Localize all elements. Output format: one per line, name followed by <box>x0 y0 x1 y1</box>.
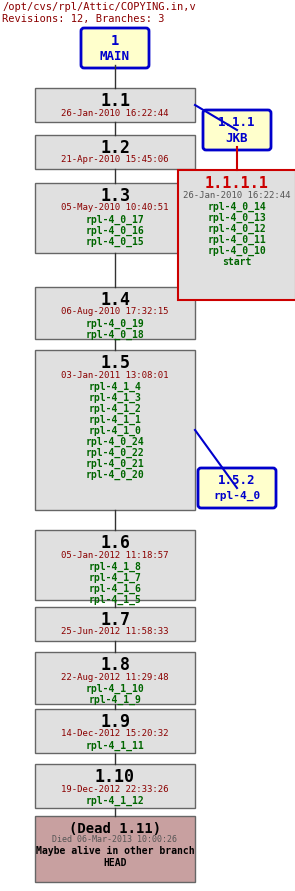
Text: rpl-4_1_9: rpl-4_1_9 <box>88 695 141 705</box>
Text: MAIN: MAIN <box>100 50 130 62</box>
Text: rpl-4_1_8: rpl-4_1_8 <box>88 562 141 572</box>
Text: 05-Jan-2012 11:18:57: 05-Jan-2012 11:18:57 <box>61 551 169 560</box>
Text: rpl-4_0_13: rpl-4_0_13 <box>208 213 266 223</box>
Text: 1.2: 1.2 <box>100 139 130 157</box>
Bar <box>35 135 195 169</box>
Text: rpl-4_0_18: rpl-4_0_18 <box>86 330 144 340</box>
Text: HEAD: HEAD <box>103 858 127 868</box>
Text: rpl-4_0_15: rpl-4_0_15 <box>86 237 144 247</box>
Text: 14-Dec-2012 15:20:32: 14-Dec-2012 15:20:32 <box>61 730 169 739</box>
Text: rpl-4_1_11: rpl-4_1_11 <box>86 741 144 751</box>
Bar <box>35 287 195 339</box>
Bar <box>35 350 195 510</box>
Text: rpl-4_1_12: rpl-4_1_12 <box>86 796 144 806</box>
Text: rpl-4_0_16: rpl-4_0_16 <box>86 226 144 236</box>
Text: 1.3: 1.3 <box>100 187 130 205</box>
Text: JKB: JKB <box>226 132 248 144</box>
FancyBboxPatch shape <box>81 28 149 68</box>
Text: 1.5.2: 1.5.2 <box>218 475 256 487</box>
Text: 1.5: 1.5 <box>100 354 130 372</box>
FancyBboxPatch shape <box>198 468 276 508</box>
Text: 05-May-2010 10:40:51: 05-May-2010 10:40:51 <box>61 203 169 212</box>
Text: rpl-4_0_19: rpl-4_0_19 <box>86 319 144 329</box>
Text: 26-Jan-2010 16:22:44: 26-Jan-2010 16:22:44 <box>61 109 169 118</box>
Text: 03-Jan-2011 13:08:01: 03-Jan-2011 13:08:01 <box>61 371 169 380</box>
Text: 25-Jun-2012 11:58:33: 25-Jun-2012 11:58:33 <box>61 627 169 636</box>
Bar <box>35 816 195 882</box>
FancyBboxPatch shape <box>203 110 271 150</box>
Bar <box>35 183 195 253</box>
Bar <box>35 88 195 122</box>
Text: rpl-4_0_21: rpl-4_0_21 <box>86 459 144 469</box>
Text: rpl-4_1_0: rpl-4_1_0 <box>88 426 141 436</box>
Text: (Dead 1.11): (Dead 1.11) <box>69 822 161 836</box>
Text: 1.7: 1.7 <box>100 611 130 629</box>
Text: Revisions: 12, Branches: 3: Revisions: 12, Branches: 3 <box>2 14 165 24</box>
Text: rpl-4_0_20: rpl-4_0_20 <box>86 470 144 480</box>
Text: 22-Aug-2012 11:29:48: 22-Aug-2012 11:29:48 <box>61 673 169 682</box>
Text: rpl-4_0_10: rpl-4_0_10 <box>208 246 266 256</box>
Text: rpl-4_1_1: rpl-4_1_1 <box>88 415 141 425</box>
Text: rpl-4_0_12: rpl-4_0_12 <box>208 224 266 234</box>
Text: rpl-4_0_14: rpl-4_0_14 <box>208 202 266 212</box>
Text: 06-Aug-2010 17:32:15: 06-Aug-2010 17:32:15 <box>61 307 169 316</box>
Text: 1.1.1.1: 1.1.1.1 <box>205 176 269 191</box>
Text: /opt/cvs/rpl/Attic/COPYING.in,v: /opt/cvs/rpl/Attic/COPYING.in,v <box>2 2 196 12</box>
Text: rpl-4_1_10: rpl-4_1_10 <box>86 684 144 694</box>
Text: rpl-4_0_24: rpl-4_0_24 <box>86 437 144 447</box>
Bar <box>35 652 195 704</box>
Text: 19-Dec-2012 22:33:26: 19-Dec-2012 22:33:26 <box>61 784 169 794</box>
Text: 1.1: 1.1 <box>100 92 130 110</box>
Text: Died 06-Mar-2013 10:00:26: Died 06-Mar-2013 10:00:26 <box>53 836 178 845</box>
Text: 1.1.1: 1.1.1 <box>218 117 256 129</box>
Text: 1.10: 1.10 <box>95 768 135 786</box>
Text: rpl-4_0_17: rpl-4_0_17 <box>86 215 144 225</box>
Text: rpl-4_1_4: rpl-4_1_4 <box>88 382 141 392</box>
Bar <box>178 170 295 300</box>
Text: 1.4: 1.4 <box>100 291 130 309</box>
Text: 21-Apr-2010 15:45:06: 21-Apr-2010 15:45:06 <box>61 156 169 165</box>
Text: 26-Jan-2010 16:22:44: 26-Jan-2010 16:22:44 <box>183 191 291 200</box>
Text: rpl-4_1_5: rpl-4_1_5 <box>88 595 141 605</box>
Bar <box>35 607 195 641</box>
Text: rpl-4_1_2: rpl-4_1_2 <box>88 404 141 414</box>
Text: rpl-4_1_6: rpl-4_1_6 <box>88 584 141 594</box>
Text: rpl-4_1_3: rpl-4_1_3 <box>88 393 141 403</box>
Text: rpl-4_0: rpl-4_0 <box>213 491 260 501</box>
Bar <box>35 764 195 808</box>
Text: Maybe alive in other branch: Maybe alive in other branch <box>36 846 194 856</box>
Text: 1: 1 <box>111 34 119 48</box>
Text: 1.9: 1.9 <box>100 713 130 731</box>
Bar <box>35 530 195 600</box>
Text: rpl-4_0_11: rpl-4_0_11 <box>208 235 266 245</box>
Text: 1.6: 1.6 <box>100 534 130 552</box>
Text: 1.8: 1.8 <box>100 656 130 674</box>
Bar <box>35 709 195 753</box>
Text: rpl-4_1_7: rpl-4_1_7 <box>88 573 141 583</box>
Text: rpl-4_0_22: rpl-4_0_22 <box>86 448 144 458</box>
Text: start: start <box>222 257 252 267</box>
